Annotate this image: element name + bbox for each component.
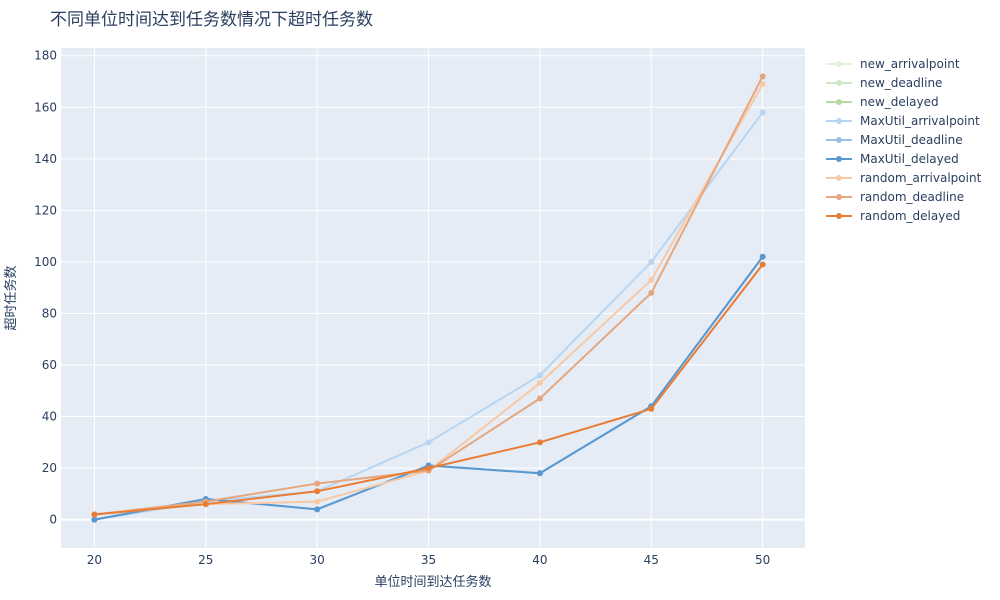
data-point <box>91 511 98 518</box>
data-point <box>536 380 543 387</box>
data-point <box>536 439 543 446</box>
y-tick-label: 60 <box>42 358 57 372</box>
data-point <box>759 261 766 268</box>
x-tick-label: 40 <box>532 553 547 567</box>
legend: new_arrivalpoint new_deadline new_delayed M… <box>826 57 982 223</box>
data-point <box>202 501 209 508</box>
legend-item[interactable]: random_delayed <box>826 209 960 223</box>
y-tick-label: 0 <box>49 513 57 527</box>
data-point <box>314 506 321 513</box>
y-tick-label: 140 <box>34 152 57 166</box>
legend-marker <box>836 137 842 143</box>
data-point <box>314 488 321 495</box>
y-tick-label: 160 <box>34 100 57 114</box>
data-point <box>314 498 321 505</box>
legend-item[interactable]: MaxUtil_deadline <box>826 133 963 147</box>
legend-label: new_deadline <box>860 76 942 90</box>
data-point <box>759 109 766 116</box>
series-random_delayed <box>91 261 766 518</box>
legend-item[interactable]: new_arrivalpoint <box>826 57 960 71</box>
y-tick-label: 180 <box>34 49 57 63</box>
data-point <box>536 372 543 379</box>
legend-label: new_arrivalpoint <box>860 57 960 71</box>
legend-item[interactable]: random_deadline <box>826 190 964 204</box>
legend-marker <box>836 80 842 86</box>
legend-marker <box>836 61 842 67</box>
data-point <box>536 470 543 477</box>
data-point <box>759 81 766 88</box>
data-point <box>91 516 98 523</box>
y-axis-title: 超时任务数 <box>3 265 19 330</box>
x-axis-title: 单位时间到达任务数 <box>374 574 491 590</box>
legend-marker <box>836 175 842 181</box>
data-point <box>314 480 321 487</box>
legend-label: random_delayed <box>860 209 960 223</box>
legend-label: random_arrivalpoint <box>860 171 982 185</box>
legend-item[interactable]: new_deadline <box>826 76 942 90</box>
legend-marker <box>836 118 842 124</box>
legend-item[interactable]: new_delayed <box>826 95 939 109</box>
x-tick-label: 25 <box>198 553 213 567</box>
legend-label: MaxUtil_delayed <box>860 152 959 166</box>
data-point <box>425 439 432 446</box>
legend-marker <box>836 213 842 219</box>
y-tick-label: 40 <box>42 410 57 424</box>
series-lines <box>91 73 766 523</box>
data-point <box>425 465 432 472</box>
legend-marker <box>836 194 842 200</box>
legend-label: new_delayed <box>860 95 939 109</box>
data-point <box>648 289 655 296</box>
data-point <box>536 395 543 402</box>
data-point <box>759 253 766 260</box>
data-point <box>759 73 766 80</box>
legend-item[interactable]: MaxUtil_arrivalpoint <box>826 114 980 128</box>
x-tick-label: 45 <box>644 553 659 567</box>
legend-marker <box>836 156 842 162</box>
plot-area <box>61 48 805 548</box>
y-tick-label: 20 <box>42 461 57 475</box>
data-point <box>648 258 655 265</box>
chart-title: 不同单位时间达到任务数情况下超时任务数 <box>50 10 373 30</box>
legend-item[interactable]: MaxUtil_delayed <box>826 152 959 166</box>
x-tick-label: 50 <box>755 553 770 567</box>
legend-label: MaxUtil_deadline <box>860 133 963 147</box>
axis-ticks: 0 20 40 60 80 100 120 140 160 180 20 25 30 35 40 45 50 <box>34 49 770 567</box>
legend-label: MaxUtil_arrivalpoint <box>860 114 980 128</box>
y-tick-label: 120 <box>34 203 57 217</box>
legend-label: random_deadline <box>860 190 964 204</box>
x-tick-label: 30 <box>310 553 325 567</box>
legend-marker <box>836 99 842 105</box>
data-point <box>648 276 655 283</box>
y-tick-label: 80 <box>42 306 57 320</box>
data-point <box>648 405 655 412</box>
x-tick-label: 20 <box>87 553 102 567</box>
x-tick-label: 35 <box>421 553 436 567</box>
y-tick-label: 100 <box>34 255 57 269</box>
legend-item[interactable]: random_arrivalpoint <box>826 171 982 185</box>
